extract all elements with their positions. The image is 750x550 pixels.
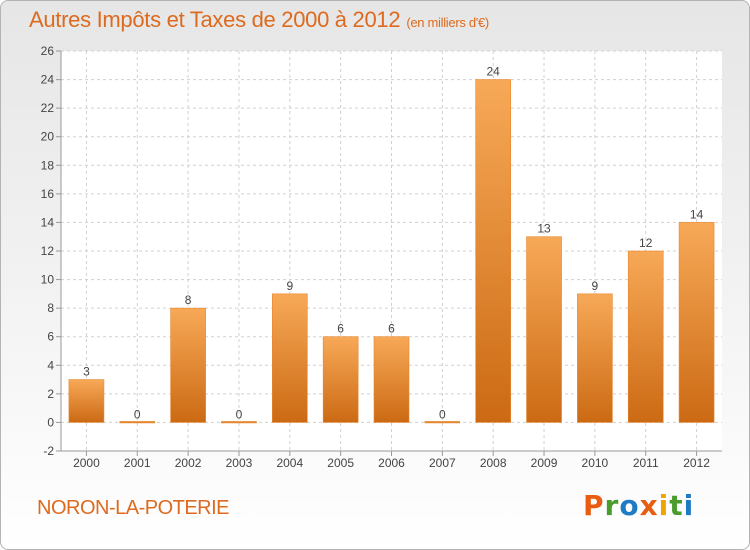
proxiti-logo: Proxiti xyxy=(583,489,694,522)
y-tick-label: 14 xyxy=(41,215,55,229)
bar xyxy=(577,293,613,423)
x-tick-label: 2002 xyxy=(175,456,202,470)
logo-letter: i xyxy=(683,489,695,522)
data-label: 8 xyxy=(185,293,192,307)
bar xyxy=(322,336,359,423)
data-label: 6 xyxy=(388,322,395,336)
data-label: 9 xyxy=(592,279,599,293)
bar xyxy=(170,307,206,423)
bar xyxy=(119,421,156,424)
commune-name: NORON-LA-POTERIE xyxy=(37,497,230,519)
data-label: 6 xyxy=(337,322,344,336)
data-label: 13 xyxy=(537,222,551,236)
x-tick-label: 2003 xyxy=(226,456,253,470)
logo-letter: o xyxy=(619,489,640,522)
logo-letter: P xyxy=(583,489,605,522)
bar xyxy=(373,336,410,423)
x-tick-label: 2007 xyxy=(429,456,456,470)
data-label: 9 xyxy=(286,279,293,293)
x-tick-label: 2005 xyxy=(327,456,354,470)
bar xyxy=(221,421,257,424)
y-tick-label: -2 xyxy=(43,444,54,458)
y-tick-label: 16 xyxy=(41,187,55,201)
x-tick-label: 2006 xyxy=(378,456,405,470)
chart-unit-note: (en milliers d'€) xyxy=(406,15,489,30)
x-tick-label: 2012 xyxy=(683,456,710,470)
x-tick-label: 2011 xyxy=(633,456,659,470)
logo-letter: r xyxy=(604,489,620,522)
y-tick-label: 12 xyxy=(41,244,55,258)
y-tick-label: 20 xyxy=(41,130,55,144)
data-label: 3 xyxy=(83,365,90,379)
logo-letter: i xyxy=(658,489,670,522)
x-tick-label: 2010 xyxy=(582,456,609,470)
x-tick-label: 2001 xyxy=(124,456,151,470)
y-tick-label: 18 xyxy=(41,158,55,172)
chart-title-text: Autres Impôts et Taxes de 2000 à 2012 xyxy=(29,7,401,32)
bar xyxy=(678,222,715,423)
y-tick-label: 24 xyxy=(41,73,55,87)
y-tick-label: 0 xyxy=(47,415,54,429)
x-tick-label: 2009 xyxy=(531,456,558,470)
bar xyxy=(475,79,511,423)
bar xyxy=(526,236,562,423)
data-labels: 3 0 8 0 9 6 6 0 24 13 9 12 14 xyxy=(83,65,703,422)
bar xyxy=(68,379,105,423)
x-tick-label: 2000 xyxy=(73,456,100,470)
y-tick-label: 6 xyxy=(47,330,54,344)
data-label: 0 xyxy=(439,407,446,421)
bar xyxy=(424,421,461,424)
data-label: 24 xyxy=(487,65,501,79)
y-tick-label: 4 xyxy=(47,358,54,372)
y-tick-label: 8 xyxy=(47,301,54,315)
data-label: 0 xyxy=(236,407,243,421)
y-tick-label: 2 xyxy=(47,387,54,401)
data-label: 14 xyxy=(690,207,704,221)
y-tick-label: 26 xyxy=(41,44,55,58)
logo-letter: x xyxy=(639,489,659,522)
data-label: 12 xyxy=(639,236,653,250)
logo-letter: t xyxy=(669,489,684,522)
data-label: 0 xyxy=(134,407,141,421)
chart-title: Autres Impôts et Taxes de 2000 à 2012 (en… xyxy=(29,7,489,33)
y-tick-label: 22 xyxy=(41,101,55,115)
bar xyxy=(272,293,308,423)
bars xyxy=(68,79,715,424)
y-tick-label: 10 xyxy=(41,273,55,287)
x-tick-label: 2004 xyxy=(276,456,303,470)
x-tick-label: 2008 xyxy=(480,456,507,470)
bar xyxy=(627,250,664,423)
